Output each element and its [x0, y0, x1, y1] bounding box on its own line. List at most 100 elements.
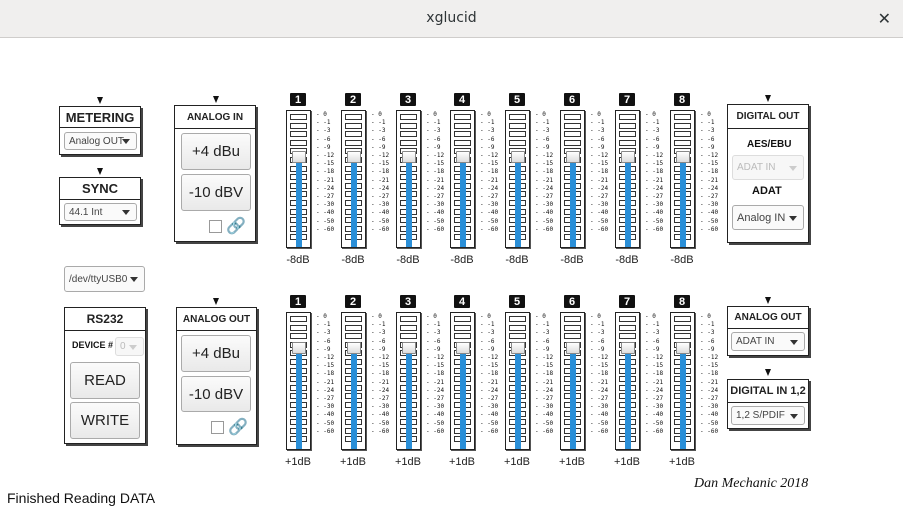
channel-gain-label: -8dB [286, 254, 310, 266]
analog-in-plus4-button[interactable]: +4 dBu [181, 133, 251, 170]
scale-tick-label: - -21 [700, 176, 719, 184]
level-meter[interactable] [670, 312, 695, 450]
fader-knob[interactable] [566, 151, 580, 163]
fader-knob[interactable] [621, 151, 635, 163]
analog-out-minus10-button[interactable]: -10 dBV [181, 376, 251, 412]
scale-tick-label: - -3 [371, 329, 386, 337]
scale-tick-label: - -21 [590, 176, 609, 184]
read-button[interactable]: READ [70, 362, 140, 399]
meter-level-bar [406, 163, 412, 247]
analog-out-src-label: ANALOG OUT [728, 307, 808, 329]
scale-tick-label: - -12 [645, 354, 664, 362]
fader-knob[interactable] [402, 342, 416, 354]
meter-segment [674, 139, 691, 146]
level-meter[interactable] [505, 110, 530, 248]
fader-knob[interactable] [456, 151, 470, 163]
scale-tick-label: - -21 [590, 378, 609, 386]
fader-knob[interactable] [347, 151, 361, 163]
chevron-down-icon [790, 413, 798, 419]
fader-knob[interactable] [292, 151, 306, 163]
title-bar: xglucid ✕ [0, 0, 903, 38]
fader-knob[interactable] [511, 342, 525, 354]
meter-segment [290, 114, 307, 120]
meter-segment [619, 114, 636, 120]
device-select[interactable]: 0 [115, 337, 144, 356]
analog-in-label: ANALOG IN [175, 106, 255, 129]
level-meter[interactable] [615, 312, 640, 450]
scale-tick-label: - -40 [480, 411, 499, 419]
level-meter[interactable] [341, 110, 366, 248]
level-meter[interactable] [286, 110, 311, 248]
meter-segment [619, 139, 636, 146]
fader-knob[interactable] [347, 342, 361, 354]
scale-tick-label: - -15 [371, 362, 390, 370]
serial-port-select[interactable]: /dev/ttyUSB0 [64, 266, 145, 292]
scale-tick-label: - -24 [480, 386, 499, 394]
level-meter[interactable] [341, 312, 366, 450]
scale-tick-label: - -21 [426, 378, 445, 386]
close-icon[interactable]: ✕ [877, 9, 891, 28]
scale-tick-label: - -40 [371, 411, 390, 419]
analog-out-src-select[interactable]: ADAT IN [731, 332, 805, 351]
scale-tick-label: - -50 [316, 217, 335, 225]
scale-tick-label: - -3 [645, 329, 660, 337]
meter-segment [290, 131, 307, 138]
scale-tick-label: - -12 [426, 354, 445, 362]
scale-tick-label: - 0 [371, 313, 382, 320]
meter-segment [400, 131, 417, 138]
scale-tick-label: - -12 [535, 354, 554, 362]
level-meter[interactable] [450, 312, 475, 450]
scale-tick-label: - -1 [590, 321, 605, 329]
scale-tick-label: - -3 [316, 329, 331, 337]
meter-level-bar [625, 354, 631, 449]
meter-scale: - 0- -1- -3- -6- -9- -12- -15- -18- -21-… [426, 313, 444, 436]
scale-tick-label: - -27 [645, 395, 664, 403]
chevron-down-icon [122, 210, 130, 215]
level-meter[interactable] [615, 110, 640, 248]
fader-knob[interactable] [621, 342, 635, 354]
level-meter[interactable] [396, 110, 421, 248]
analog-out-link-checkbox[interactable] [211, 421, 224, 434]
fader-knob[interactable] [511, 151, 525, 163]
fader-knob[interactable] [292, 342, 306, 354]
analog-out-plus4-button[interactable]: +4 dBu [181, 335, 251, 372]
aes-ebu-value: ADAT IN [737, 162, 776, 173]
analog-in-link-checkbox[interactable] [209, 220, 222, 233]
sync-select[interactable]: 44.1 Int [64, 203, 137, 221]
channel-number-badge: 7 [619, 93, 635, 106]
scale-tick-label: - -15 [590, 362, 609, 370]
digital-in-select[interactable]: 1,2 S/PDIF [731, 406, 805, 425]
fader-knob[interactable] [456, 342, 470, 354]
scale-tick-label: - -24 [316, 386, 335, 394]
level-meter[interactable] [505, 312, 530, 450]
adat-select[interactable]: Analog IN [732, 205, 804, 230]
scale-tick-label: - -6 [645, 337, 660, 345]
scale-tick-label: - -18 [371, 370, 390, 378]
fader-knob[interactable] [566, 342, 580, 354]
level-meter[interactable] [286, 312, 311, 450]
meter-scale: - 0- -1- -3- -6- -9- -12- -15- -18- -21-… [535, 313, 553, 436]
analog-in-minus10-button[interactable]: -10 dBV [181, 174, 251, 211]
scale-tick-label: - 0 [426, 313, 437, 320]
level-meter[interactable] [560, 110, 585, 248]
level-meter[interactable] [670, 110, 695, 248]
scale-tick-label: - -18 [535, 168, 554, 176]
aes-ebu-select[interactable]: ADAT IN [732, 155, 804, 180]
scale-tick-label: - -12 [700, 354, 719, 362]
level-meter[interactable] [396, 312, 421, 450]
meter-segment [290, 122, 307, 129]
level-meter[interactable] [560, 312, 585, 450]
scale-tick-label: - -3 [316, 127, 331, 135]
level-meter[interactable] [450, 110, 475, 248]
write-button[interactable]: WRITE [70, 402, 140, 439]
fader-knob[interactable] [676, 151, 690, 163]
channel-gain-label: +1dB [614, 456, 640, 468]
scale-tick-label: - -12 [371, 152, 390, 160]
metering-select[interactable]: Analog OUT [64, 132, 137, 150]
chevron-down-icon [129, 344, 137, 350]
fader-knob[interactable] [676, 342, 690, 354]
scale-tick-label: - -3 [480, 127, 495, 135]
fader-knob[interactable] [402, 151, 416, 163]
scale-tick-label: - -40 [426, 411, 445, 419]
scale-tick-label: - -15 [700, 160, 719, 168]
